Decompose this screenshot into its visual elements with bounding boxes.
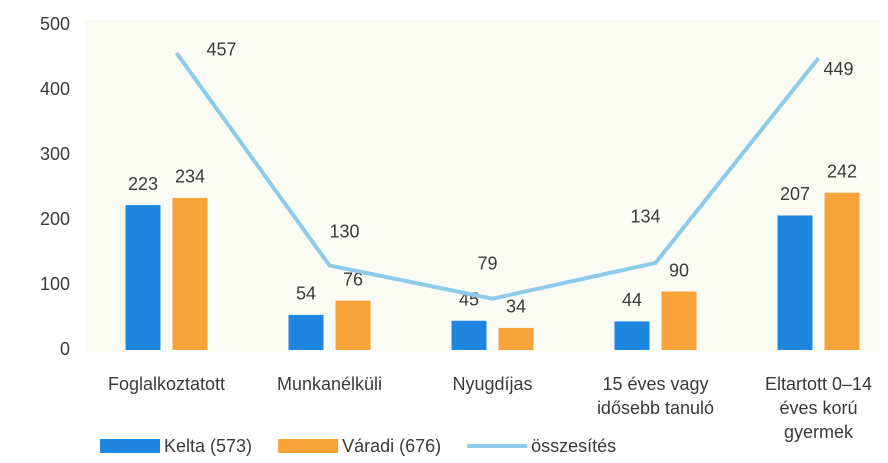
legend-swatch (278, 439, 339, 453)
legend-swatch (100, 439, 160, 453)
line-value-label: 449 (823, 59, 853, 79)
bar (451, 320, 487, 350)
legend-label: összesítés (531, 436, 616, 456)
x-tick-label: Munkanélküli (277, 374, 382, 394)
bar-value-label: 44 (622, 290, 642, 310)
y-tick-label: 500 (40, 14, 70, 34)
y-tick-label: 100 (40, 274, 70, 294)
line-value-label: 130 (329, 221, 359, 241)
bar-value-label: 90 (669, 260, 689, 280)
x-tick-label: Foglalkoztatott (108, 374, 225, 394)
x-tick-label-line: gyermek (784, 422, 854, 442)
line-value-label: 134 (630, 207, 660, 227)
bar (125, 205, 161, 350)
bar-value-label: 223 (128, 174, 158, 194)
legend-label: Váradi (676) (342, 436, 441, 456)
bar (498, 327, 534, 350)
bar-value-label: 76 (343, 269, 363, 289)
x-tick-label-line: 15 éves vagy (602, 374, 708, 394)
x-tick-label-line: Nyugdíjas (452, 374, 532, 394)
x-tick-label-line: éves korú (779, 398, 857, 418)
x-tick-label: Nyugdíjas (452, 374, 532, 394)
line (174, 51, 821, 301)
y-tick-label: 300 (40, 144, 70, 164)
bar-value-label: 54 (296, 284, 316, 304)
x-tick-label-line: Eltartott 0–14 (765, 374, 872, 394)
legend-label: Kelta (573) (164, 436, 252, 456)
bar-value-label: 207 (780, 184, 810, 204)
y-tick-label: 0 (60, 339, 70, 359)
x-tick-label-line: Foglalkoztatott (108, 374, 225, 394)
bar (824, 192, 860, 350)
bar (172, 197, 208, 350)
line-value-label: 457 (206, 40, 236, 60)
x-tick-label: 15 éves vagy idősebb tanuló (597, 374, 714, 418)
bar (661, 291, 697, 350)
bar-value-label: 242 (827, 161, 857, 181)
bar (288, 314, 324, 350)
x-tick-label-line: Munkanélküli (277, 374, 382, 394)
bar (614, 321, 650, 350)
bar (777, 215, 813, 350)
y-tick-label: 400 (40, 79, 70, 99)
x-tick-label-line: idősebb tanuló (597, 398, 714, 418)
x-tick-label: Eltartott 0–14 éves korú gyermek (765, 374, 872, 442)
y-tick-label: 200 (40, 209, 70, 229)
bar (335, 300, 371, 350)
line-value-label: 79 (477, 253, 497, 273)
bar-value-label: 34 (506, 297, 526, 317)
bar-value-label: 234 (175, 167, 205, 187)
